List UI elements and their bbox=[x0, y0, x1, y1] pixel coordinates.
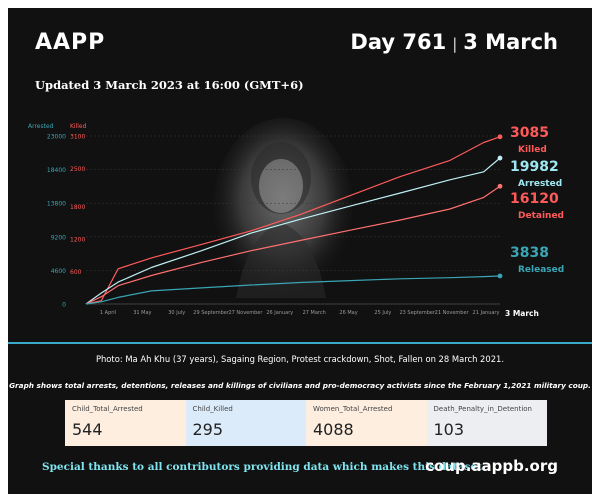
stat-label: Death_Penalty_in_Detention bbox=[433, 405, 532, 413]
stat-card-women-arrested: Women_Total_Arrested 4088 bbox=[306, 400, 427, 446]
photo-caption: Photo: Ma Ah Khu (37 years), Sagaing Reg… bbox=[95, 354, 505, 364]
day-date-title: Day 761 | 3 March bbox=[350, 30, 558, 54]
portrait-figure bbox=[236, 142, 326, 298]
stat-card-child-arrested: Child_Total_Arrested 544 bbox=[65, 400, 186, 446]
x-tick: 31 May bbox=[133, 310, 151, 316]
end-value-released: 3838 bbox=[510, 245, 549, 261]
updated-timestamp: Updated 3 March 2023 at 16:00 (GMT+6) bbox=[35, 78, 304, 92]
thanks-note: Special thanks to all contributors provi… bbox=[42, 461, 486, 473]
date-label: 3 March bbox=[463, 30, 558, 54]
series-line-released bbox=[85, 275, 501, 305]
end-name-detained: Detained bbox=[518, 211, 564, 221]
x-end-label: 3 March bbox=[505, 309, 539, 318]
stat-label: Women_Total_Arrested bbox=[313, 405, 393, 413]
stat-value: 4088 bbox=[313, 420, 354, 439]
y-tick-left: 0 bbox=[62, 302, 66, 309]
series-end-point-killed bbox=[497, 134, 503, 140]
end-value-killed: 3085 bbox=[510, 125, 549, 141]
stat-cards: Child_Total_Arrested 544 Child_Killed 29… bbox=[65, 400, 547, 446]
stat-card-death-penalty: Death_Penalty_in_Detention 103 bbox=[426, 400, 547, 446]
chart-axes: Arrested Killed 23000 18400 13800 9200 4600 0 31… bbox=[28, 123, 539, 318]
y-tick-right: 3100 bbox=[70, 134, 85, 141]
stat-label: Child_Total_Arrested bbox=[72, 405, 143, 413]
x-tick: 26 January bbox=[266, 310, 293, 316]
x-tick: 21 November bbox=[435, 310, 470, 316]
series-line-detained bbox=[85, 185, 501, 305]
stat-value: 544 bbox=[72, 420, 103, 439]
y-tick-right: 600 bbox=[70, 269, 82, 276]
y-tick-right: 1200 bbox=[70, 236, 85, 243]
section-divider bbox=[8, 342, 592, 344]
end-value-arrested: 19982 bbox=[510, 159, 559, 175]
stat-value: 295 bbox=[192, 420, 224, 439]
website-link[interactable]: coup.aappb.org bbox=[425, 457, 558, 475]
y-tick-left: 4600 bbox=[51, 268, 66, 275]
x-tick: 23 September bbox=[399, 310, 436, 316]
title-separator: | bbox=[452, 35, 458, 53]
x-tick: 25 July bbox=[374, 310, 391, 316]
y-axis-title-left: Arrested bbox=[28, 123, 54, 130]
y-tick-left: 13800 bbox=[47, 201, 66, 208]
end-name-released: Released bbox=[518, 265, 564, 275]
end-name-arrested: Arrested bbox=[518, 179, 562, 189]
x-tick: 29 September bbox=[193, 310, 230, 316]
graph-caption: Graph shows total arrests, detentions, r… bbox=[9, 381, 591, 390]
infographic-frame: AAPP Day 761 | 3 March Updated 3 March 202… bbox=[8, 8, 592, 494]
series-line-killed bbox=[85, 136, 501, 305]
y-axis-title-right: Killed bbox=[70, 123, 87, 130]
x-tick: 21 January bbox=[473, 310, 500, 316]
brand-title: AAPP bbox=[35, 30, 106, 55]
y-tick-left: 23000 bbox=[47, 134, 66, 141]
casualty-chart: Arrested Killed 23000 18400 13800 9200 4600 0 31… bbox=[28, 118, 564, 318]
y-tick-left: 18400 bbox=[47, 167, 66, 174]
chart-end-labels: 3085 Killed 19982 Arrested 16120 Detained 3838… bbox=[510, 125, 564, 275]
series-end-point-arrested bbox=[497, 155, 503, 161]
x-tick: 26 May bbox=[339, 310, 357, 316]
chart-series bbox=[85, 134, 503, 305]
stat-label: Child_Killed bbox=[192, 405, 233, 413]
series-end-point-detained bbox=[497, 183, 503, 189]
y-tick-right: 1800 bbox=[70, 204, 85, 211]
end-name-killed: Killed bbox=[518, 145, 547, 155]
stat-value: 103 bbox=[433, 420, 465, 439]
day-count: Day 761 bbox=[350, 30, 447, 54]
series-end-point-released bbox=[497, 273, 503, 279]
x-tick: 30 July bbox=[168, 310, 185, 316]
x-tick: 27 November bbox=[228, 310, 263, 316]
y-tick-right: 2500 bbox=[70, 166, 85, 173]
stat-card-child-killed: Child_Killed 295 bbox=[185, 400, 306, 446]
x-tick: 1 April bbox=[100, 310, 116, 316]
y-tick-left: 9200 bbox=[51, 234, 66, 241]
series-line-arrested bbox=[85, 157, 501, 305]
end-value-detained: 16120 bbox=[510, 191, 559, 207]
x-tick: 27 March bbox=[303, 310, 326, 316]
